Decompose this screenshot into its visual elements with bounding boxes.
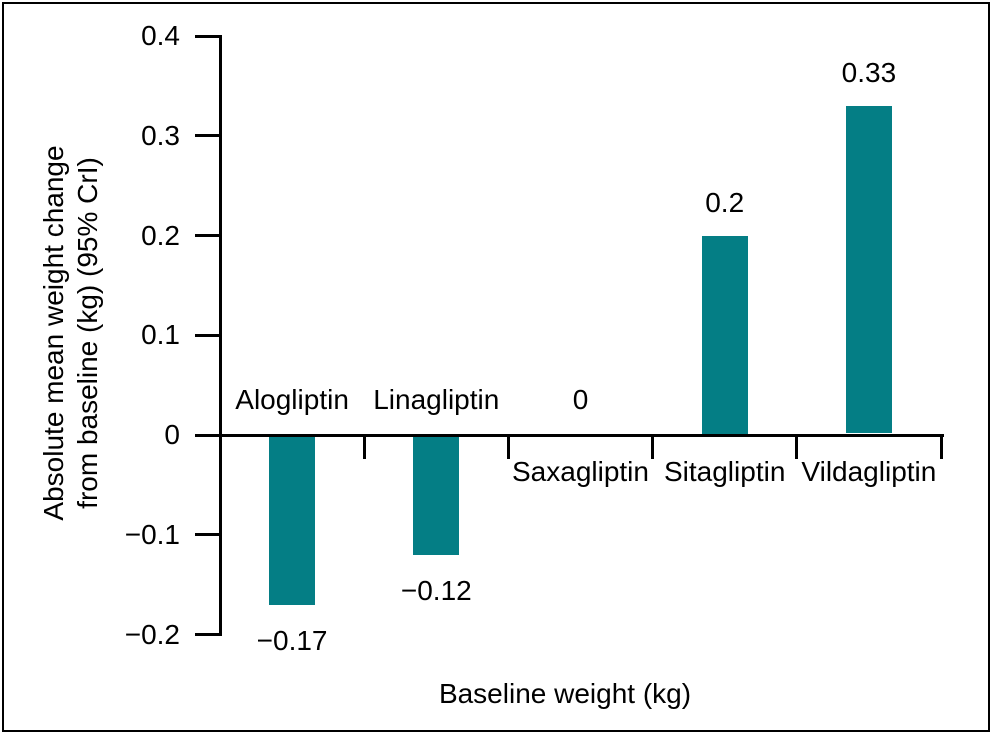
y-tick-−0.1 (195, 533, 219, 537)
value-label-alogliptin: −0.17 (256, 624, 328, 656)
y-tick-0.3 (195, 134, 219, 138)
y-tick-−0.2 (195, 633, 219, 636)
y-tick-label-0.1: 0.1 (141, 319, 180, 351)
value-label-linagliptin: −0.12 (400, 574, 472, 606)
category-label-saxagliptin: Saxagliptin (512, 456, 649, 487)
bar-sitagliptin (701, 235, 748, 434)
category-label-linagliptin: Linagliptin (373, 384, 500, 415)
y-tick-label-0.2: 0.2 (141, 219, 180, 251)
value-label-saxagliptin: 0 (572, 384, 589, 415)
bar-alogliptin (269, 436, 316, 605)
category-label-vildagliptin: Vildagliptin (801, 456, 937, 487)
y-tick-label-0: 0 (164, 419, 180, 450)
x-boundary-tick-3 (651, 435, 655, 459)
bar-vildagliptin (845, 105, 892, 434)
value-label-sitagliptin: 0.2 (705, 186, 745, 218)
category-label-sitagliptin: Sitagliptin (663, 456, 786, 487)
value-label-vildagliptin: 0.33 (841, 56, 897, 88)
y-tick-label-−0.2: −0.2 (124, 618, 180, 650)
x-boundary-tick-1 (362, 435, 366, 459)
x-boundary-tick-2 (506, 435, 510, 459)
x-boundary-tick-5 (939, 435, 943, 459)
x-axis-title: Baseline weight (kg) (438, 678, 692, 709)
y-tick-label-0.4: 0.4 (141, 20, 180, 51)
y-tick-0.4 (195, 34, 219, 38)
x-axis-line (219, 433, 944, 437)
y-axis-line (219, 34, 222, 636)
y-tick-label-−0.1: −0.1 (124, 518, 180, 550)
category-label-alogliptin: Alogliptin (235, 384, 349, 415)
y-tick-0 (195, 433, 219, 437)
y-tick-0.2 (195, 234, 219, 237)
y-tick-0.1 (195, 333, 219, 337)
x-boundary-tick-4 (795, 435, 799, 459)
y-tick-label-0.3: 0.3 (141, 119, 180, 151)
bar-linagliptin (413, 436, 460, 555)
